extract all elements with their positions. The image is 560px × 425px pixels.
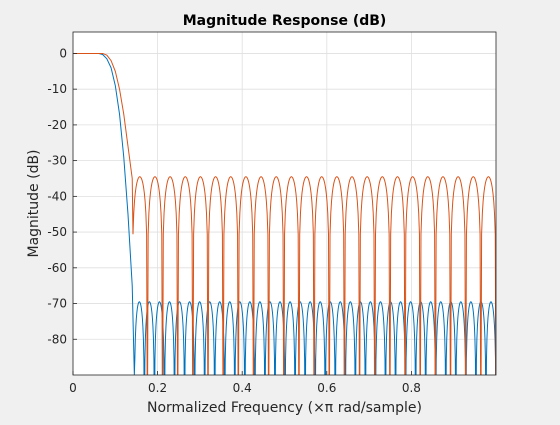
x-tick-label: 0.8 [402,381,421,395]
x-tick-label: 0.6 [317,381,336,395]
chart-title: Magnitude Response (dB) [183,13,387,29]
y-tick-label: -40 [47,189,67,203]
y-tick-label: -10 [47,82,67,96]
axes-box [72,31,497,376]
y-tick-label: -80 [47,332,67,346]
y-tick-label: -50 [47,225,67,239]
ticks: 0 0.2 0.4 0.6 0.8 0 -10 -20 -30 -40 -50 -60 -70 -80 [47,46,421,395]
x-tick-label: 0.2 [148,381,167,395]
series-line-2 [73,52,496,375]
y-tick-label: -20 [47,118,67,132]
series-group [73,52,496,375]
x-tick-label: 0 [69,381,77,395]
x-axis-label: Normalized Frequency (×π rad/sample) [147,400,422,416]
y-tick-label: 0 [59,46,67,60]
y-tick-label: -30 [47,154,67,168]
y-tick-label: -60 [47,261,67,275]
y-tick-label: -70 [47,297,67,311]
y-axis-label: Magnitude (dB) [26,149,42,257]
x-tick-label: 0.4 [233,381,252,395]
